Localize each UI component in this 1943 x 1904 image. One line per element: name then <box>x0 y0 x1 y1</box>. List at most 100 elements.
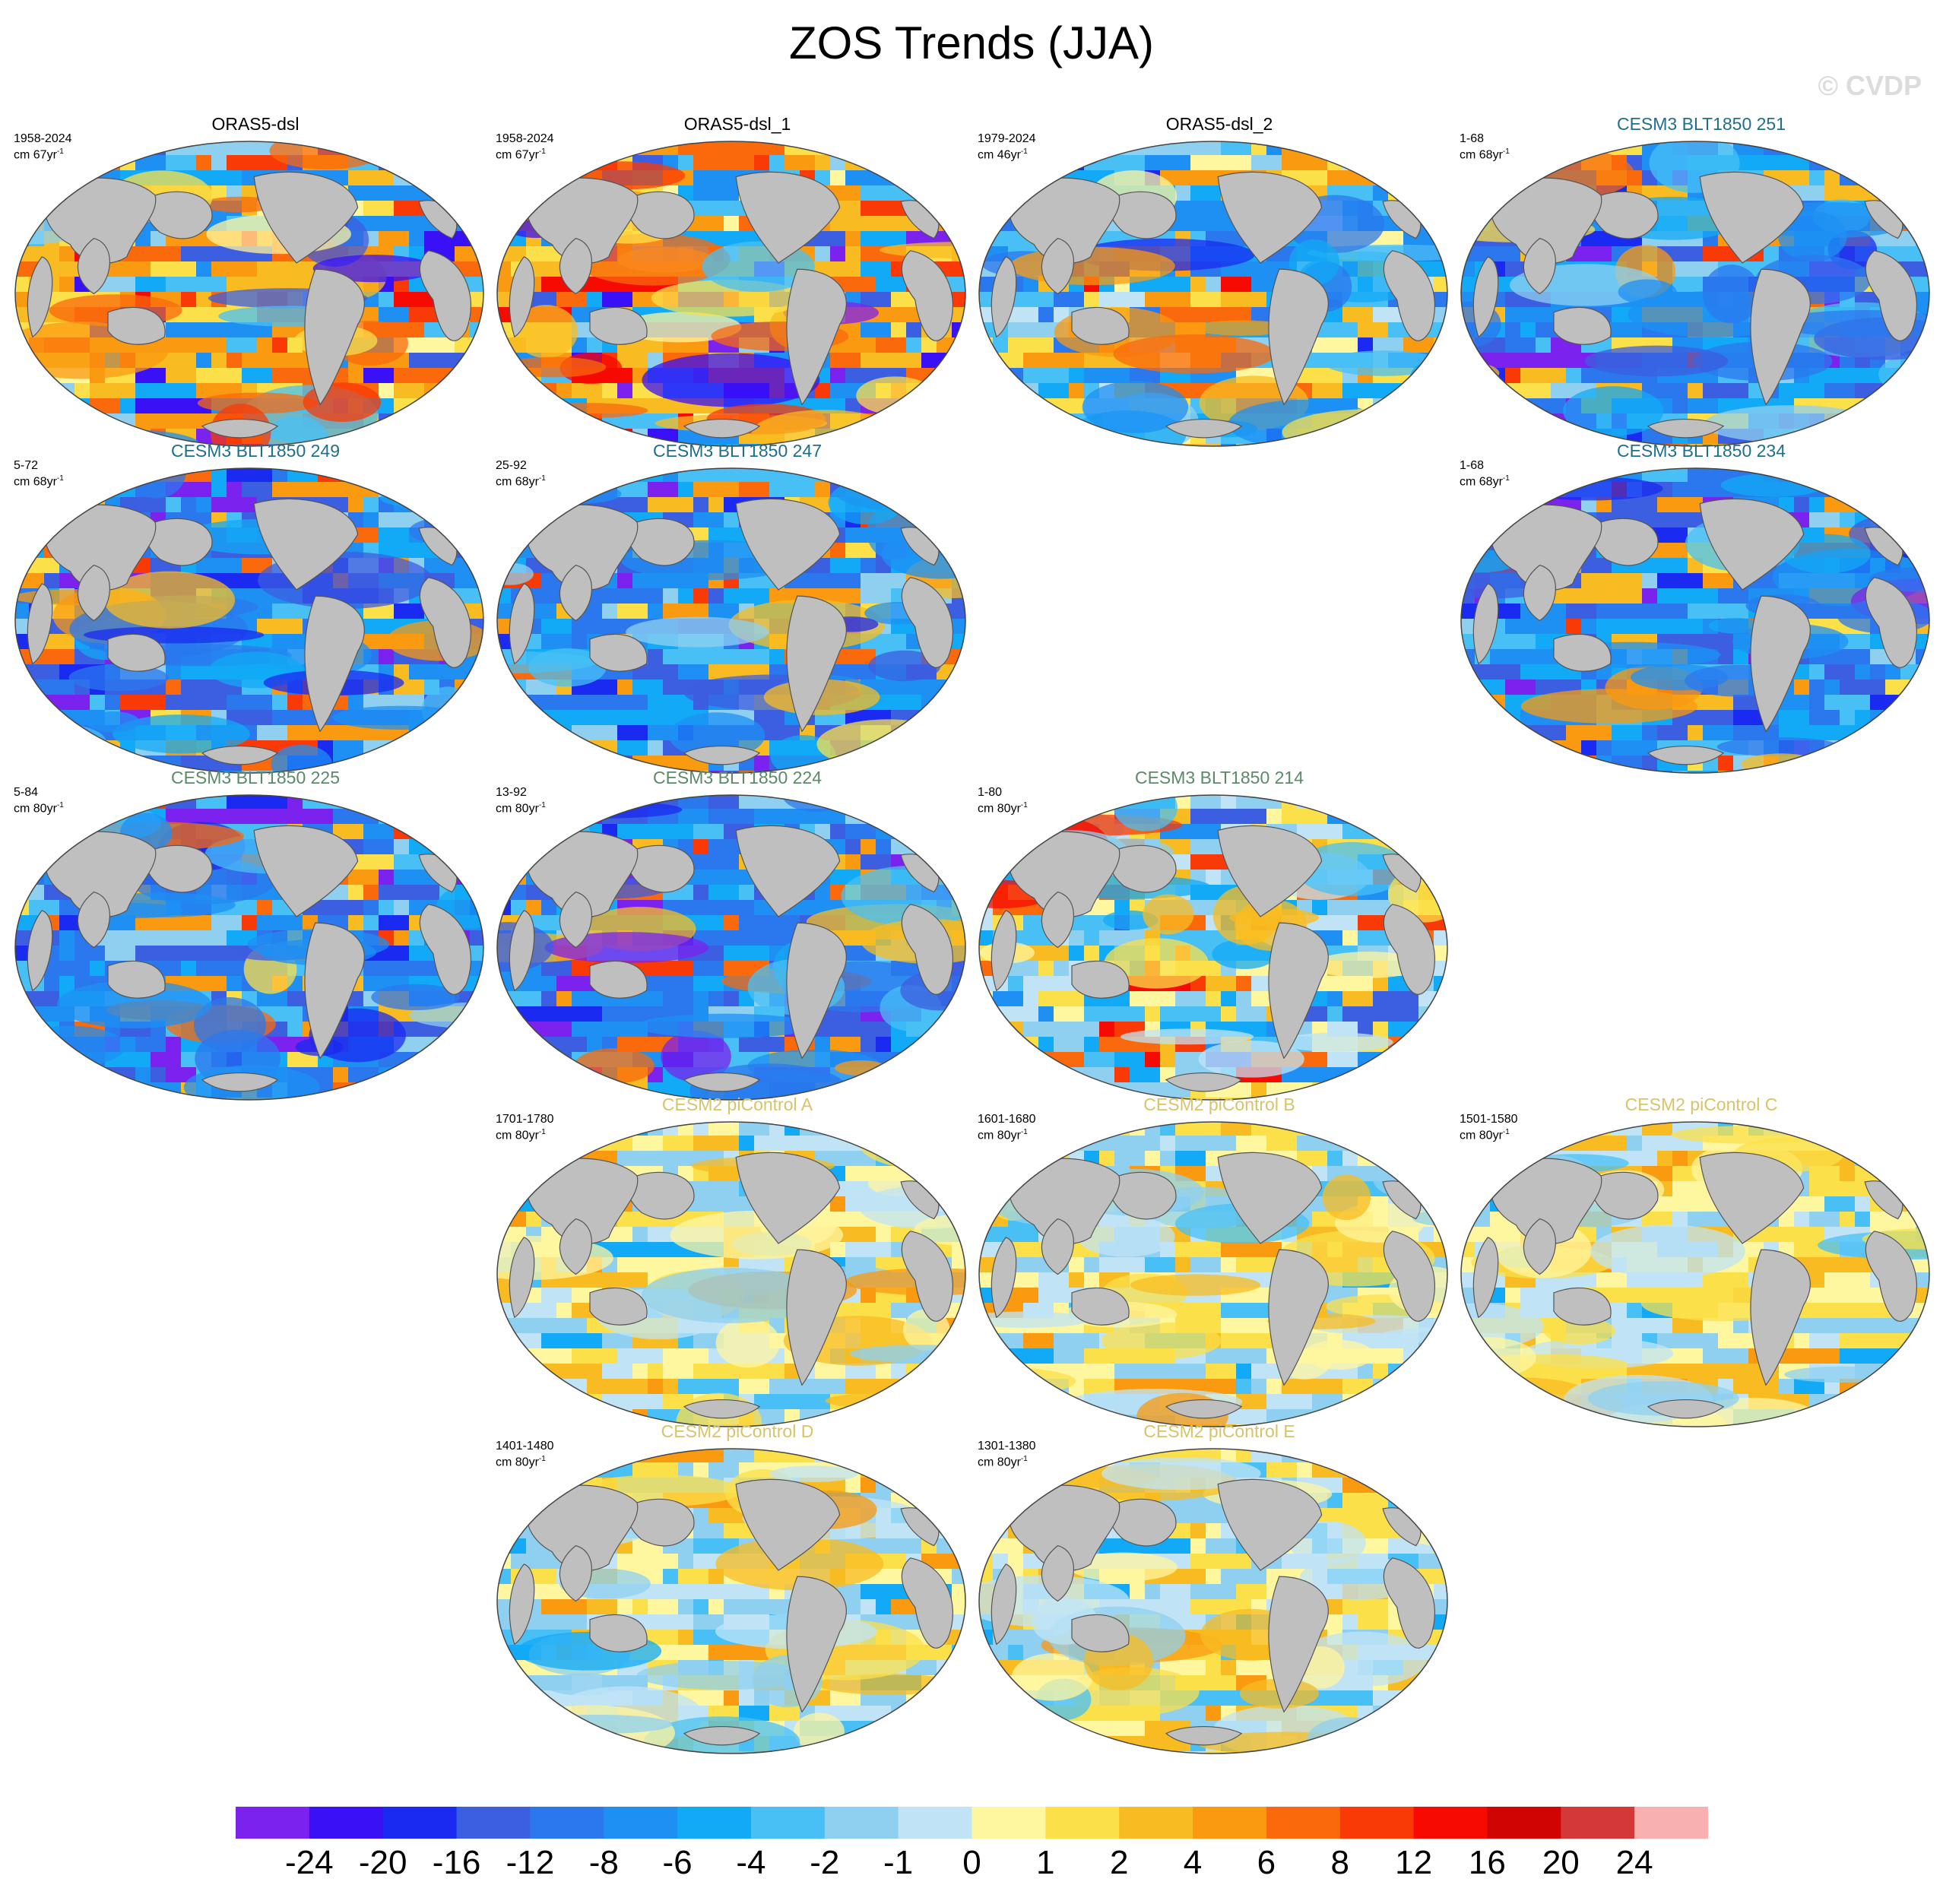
land-mask <box>27 498 472 765</box>
panel-title: CESM2 piControl E <box>1143 1421 1295 1441</box>
panel-period: 1979-2024 <box>978 132 1036 145</box>
trend-map <box>14 794 484 1101</box>
map-border <box>496 794 966 1101</box>
panel-units-exponent: -1 <box>1020 147 1028 156</box>
panel-units-text: cm 68yr <box>1460 475 1503 489</box>
panel-units-text: cm 80yr <box>496 1129 539 1142</box>
panel-units: cm 68yr-1 <box>1460 147 1510 162</box>
panel-units-exponent: -1 <box>1020 801 1028 809</box>
colorbar-swatch <box>1487 1807 1561 1839</box>
panel-units: cm 80yr-1 <box>496 1455 546 1469</box>
panel-units: cm 67yr-1 <box>14 147 64 162</box>
panel-units: cm 67yr-1 <box>496 147 546 162</box>
ocean-field <box>979 1449 1447 1754</box>
map-panel: CESM2 piControl D 1401-1480 cm 80yr-1 <box>496 1421 979 1757</box>
colorbar-tick-label: -2 <box>810 1844 840 1881</box>
map-panel: CESM3 BLT1850 224 13-92 cm 80yr-1 <box>496 768 979 1104</box>
trend-map <box>1460 467 1930 774</box>
panel-period: 1501-1580 <box>1460 1113 1518 1126</box>
panel-units-text: cm 80yr <box>14 802 57 816</box>
land-mask <box>1472 1152 1918 1419</box>
panel-title: ORAS5-dsl_2 <box>1165 114 1273 134</box>
panel-period: 1-68 <box>1460 132 1485 145</box>
panel-period: 1601-1680 <box>978 1113 1036 1126</box>
ocean-field <box>497 795 965 1100</box>
map-border <box>1460 1121 1930 1427</box>
colorbar-swatch <box>824 1807 899 1839</box>
panel-units-exponent: -1 <box>1020 1455 1028 1463</box>
panel-title: ORAS5-dsl <box>211 114 300 134</box>
panel-units-text: cm 68yr <box>1460 148 1503 162</box>
colorbar-tick-label: 1 <box>1036 1844 1055 1881</box>
colorbar-swatches <box>236 1807 1708 1839</box>
panel-units-text: cm 68yr <box>14 475 57 489</box>
colorbar-tick-label: 8 <box>1330 1844 1350 1881</box>
panel-units-exponent: -1 <box>56 801 64 809</box>
map-panel: CESM2 piControl B 1601-1680 cm 80yr-1 <box>978 1095 1461 1430</box>
colorbar-tick-label: -24 <box>285 1844 334 1881</box>
colorbar-swatch <box>1045 1807 1120 1839</box>
ocean-field <box>15 795 483 1100</box>
panel-units-exponent: -1 <box>56 474 64 483</box>
colorbar-swatch <box>1561 1807 1635 1839</box>
colorbar-swatch <box>309 1807 384 1839</box>
colorbar-swatch <box>456 1807 531 1839</box>
panel-units-exponent: -1 <box>538 801 546 809</box>
trend-map <box>1460 1121 1930 1427</box>
panel-title: CESM3 BLT1850 251 <box>1616 114 1786 134</box>
panel-units: cm 80yr-1 <box>978 1455 1028 1469</box>
panel-period: 1401-1480 <box>496 1440 554 1453</box>
panel-units-text: cm 80yr <box>978 802 1021 816</box>
trend-map <box>978 1121 1448 1427</box>
panel-units-exponent: -1 <box>1020 1128 1028 1136</box>
panel-title: CESM3 BLT1850 224 <box>652 768 823 787</box>
panel-period: 1-80 <box>978 786 1003 799</box>
map-panel: CESM3 BLT1850 251 1-68 cm 68yr-1 <box>1460 114 1943 450</box>
land-mask <box>991 825 1436 1092</box>
panel-title: CESM2 piControl A <box>661 1095 813 1114</box>
ocean-field <box>497 1449 965 1754</box>
panel-units-exponent: -1 <box>538 474 546 483</box>
map-panel: CESM3 BLT1850 225 5-84 cm 80yr-1 <box>14 768 497 1104</box>
panel-units: cm 68yr-1 <box>1460 474 1510 489</box>
colorbar-swatch <box>750 1807 826 1839</box>
panel-units: cm 80yr-1 <box>496 1128 546 1142</box>
trend-map <box>496 1121 966 1427</box>
trend-map <box>496 467 966 774</box>
colorbar-tick-label: -6 <box>662 1844 693 1881</box>
map-panel: ORAS5-dsl_2 1979-2024 cm 46yr-1 <box>978 114 1461 450</box>
panel-units: cm 80yr-1 <box>978 801 1028 816</box>
panel-period: 1301-1380 <box>978 1440 1036 1453</box>
map-border <box>496 467 966 774</box>
land-mask <box>1472 498 1918 765</box>
trend-map <box>978 141 1448 447</box>
panel-period: 1958-2024 <box>14 132 72 145</box>
panel-units-text: cm 80yr <box>978 1456 1021 1469</box>
panel-title: CESM3 BLT1850 249 <box>170 441 341 461</box>
panel-units-text: cm 80yr <box>978 1129 1021 1142</box>
land-mask <box>27 825 472 1092</box>
trend-map <box>14 467 484 774</box>
map-border <box>1460 467 1930 774</box>
map-panel: CESM3 BLT1850 214 1-80 cm 80yr-1 <box>978 768 1461 1104</box>
colorbar-tick-label: -20 <box>358 1844 407 1881</box>
land-mask <box>509 171 954 439</box>
panel-units-text: cm 80yr <box>496 1456 539 1469</box>
panel-units-exponent: -1 <box>1502 147 1510 156</box>
panel-title: CESM2 piControl D <box>661 1421 814 1441</box>
colorbar-labels: -24 -20 -16 -12 -8 -6 -4 -2 -1 0 1 2 4 6 8 12 16 20 24 <box>236 1844 1708 1890</box>
panel-units: cm 68yr-1 <box>496 474 546 489</box>
land-mask <box>509 1478 954 1746</box>
ocean-field <box>497 468 965 773</box>
land-mask <box>27 171 472 439</box>
panel-units-text: cm 80yr <box>496 802 539 816</box>
colorbar-tick-label: 20 <box>1542 1844 1580 1881</box>
map-panel: CESM3 BLT1850 247 25-92 cm 68yr-1 <box>496 441 979 777</box>
trend-map <box>978 1448 1448 1754</box>
panel-title: CESM2 piControl C <box>1624 1095 1778 1114</box>
panel-period: 1701-1780 <box>496 1113 554 1126</box>
colorbar-swatch <box>1266 1807 1341 1839</box>
panel-units-exponent: -1 <box>538 147 546 156</box>
colorbar-tick-label: -4 <box>736 1844 766 1881</box>
panel-units-text: cm 68yr <box>496 475 539 489</box>
